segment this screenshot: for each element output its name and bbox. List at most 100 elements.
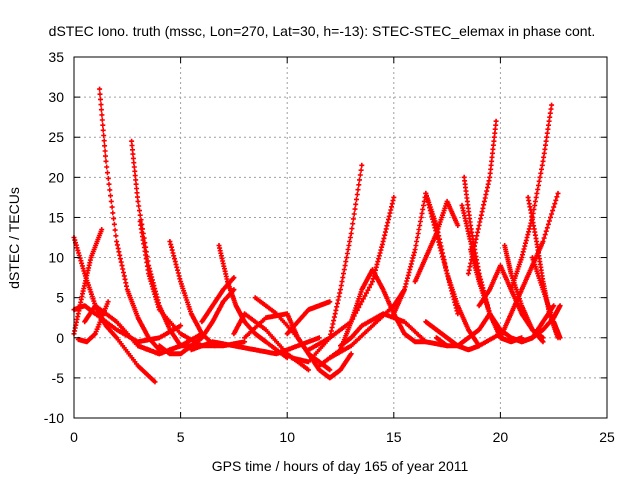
data-point xyxy=(350,232,353,235)
data-point xyxy=(190,348,193,351)
data-point xyxy=(541,336,545,339)
data-series xyxy=(529,255,563,341)
data-series-markers xyxy=(199,275,237,325)
data-point xyxy=(83,304,86,307)
data-point xyxy=(254,296,257,299)
data-point xyxy=(211,320,214,323)
data-point xyxy=(424,320,427,323)
data-point xyxy=(360,164,363,167)
data-point xyxy=(89,256,93,259)
data-point xyxy=(350,344,353,347)
data-point xyxy=(130,140,133,143)
data-point xyxy=(526,196,530,199)
chart-title: dSTEC Iono. truth (mssc, Lon=270, Lat=30… xyxy=(49,23,596,39)
data-point xyxy=(520,312,523,315)
data-point xyxy=(463,176,466,179)
data-point xyxy=(138,220,142,223)
data-point xyxy=(307,368,310,372)
data-point xyxy=(254,348,257,351)
data-point xyxy=(296,336,300,339)
data-point xyxy=(494,120,498,123)
data-point xyxy=(541,320,545,323)
data-point xyxy=(469,248,472,251)
data-point xyxy=(488,288,491,291)
data-series xyxy=(423,190,482,349)
data-point xyxy=(541,240,545,243)
data-series xyxy=(461,174,503,337)
data-point xyxy=(307,360,310,363)
data-point xyxy=(296,320,300,323)
data-point xyxy=(520,336,523,339)
data-point xyxy=(94,304,97,307)
data-point xyxy=(350,336,353,339)
y-axis-label: dSTEC / TECUs xyxy=(6,187,22,289)
data-point xyxy=(445,336,449,339)
data-series xyxy=(188,335,322,357)
y-tick-label: 20 xyxy=(48,169,64,185)
data-point xyxy=(509,288,513,291)
data-point xyxy=(179,324,182,327)
data-point xyxy=(81,292,84,295)
data-point xyxy=(243,340,246,343)
data-point xyxy=(469,240,472,243)
data-point xyxy=(552,316,555,319)
data-series-markers xyxy=(423,319,503,353)
data-point xyxy=(435,336,438,339)
data-point xyxy=(477,344,481,347)
data-point xyxy=(318,304,321,307)
data-series-markers xyxy=(167,239,218,349)
ticks: 0 5 10 15 20 25 -10 -5 0 5 10 15 20 25 30 35 xyxy=(44,49,615,445)
data-point xyxy=(232,276,236,279)
data-point xyxy=(424,192,427,195)
data-point xyxy=(126,288,129,291)
data-series xyxy=(252,295,354,381)
data-point xyxy=(158,348,161,351)
data-point xyxy=(477,328,481,331)
data-point xyxy=(104,324,108,327)
data-point xyxy=(339,344,342,347)
data-point xyxy=(445,200,449,203)
data-point xyxy=(509,340,513,343)
data-point xyxy=(222,288,225,291)
y-tick-label: -10 xyxy=(44,410,64,426)
data-point xyxy=(179,332,182,335)
data-point xyxy=(467,272,470,275)
data-point xyxy=(509,336,513,339)
data-point xyxy=(531,256,534,259)
data-point xyxy=(381,240,385,243)
data-point xyxy=(153,380,157,384)
data-point xyxy=(264,328,268,331)
data-point xyxy=(520,256,523,259)
data-series xyxy=(231,311,311,373)
data-series xyxy=(167,239,218,349)
data-point xyxy=(318,360,321,363)
x-tick-label: 15 xyxy=(386,429,402,445)
x-tick-label: 10 xyxy=(279,429,295,445)
data-point xyxy=(211,304,214,307)
data-point xyxy=(307,348,310,351)
data-point xyxy=(254,332,257,335)
data-point xyxy=(552,304,555,307)
data-point xyxy=(104,160,108,163)
data-point xyxy=(158,352,161,355)
grid xyxy=(74,57,607,418)
data-point xyxy=(477,280,481,283)
x-tick-label: 25 xyxy=(599,429,615,445)
data-point xyxy=(318,368,321,372)
data-point xyxy=(168,240,172,243)
data-point xyxy=(318,336,321,339)
data-layer xyxy=(71,86,563,385)
data-point xyxy=(200,336,204,339)
data-point xyxy=(541,328,545,331)
data-point xyxy=(371,324,374,327)
data-point xyxy=(350,320,353,323)
data-point xyxy=(136,200,140,203)
data-point xyxy=(488,176,491,179)
data-point xyxy=(136,364,140,368)
y-tick-label: 30 xyxy=(48,89,64,105)
data-point xyxy=(328,336,331,339)
y-tick-label: 35 xyxy=(48,49,64,65)
data-point xyxy=(467,328,470,331)
data-point xyxy=(435,328,438,331)
data-point xyxy=(275,312,278,315)
